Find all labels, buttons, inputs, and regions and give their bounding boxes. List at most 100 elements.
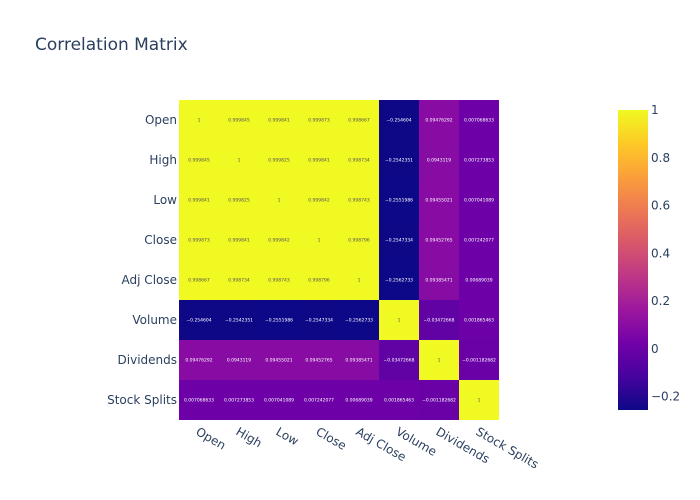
heatmap-cell <box>339 380 379 420</box>
heatmap-cell <box>299 140 339 180</box>
heatmap-cell-label: 0.999842 <box>308 198 330 204</box>
heatmap-cell-label: 0.09455021 <box>425 198 452 204</box>
heatmap-cell <box>299 340 339 380</box>
x-axis-tick-labels: Open High Low Close Adj CloseVolumeDividends… <box>194 424 542 471</box>
y-tick-label: Low <box>153 193 177 207</box>
heatmap-cell-label: 0.999841 <box>268 118 290 124</box>
heatmap-cell <box>299 380 339 420</box>
heatmap-cell <box>459 380 499 420</box>
heatmap-cell <box>259 380 299 420</box>
heatmap-cell-label: 0.09455021 <box>265 358 292 364</box>
heatmap-cell <box>179 100 219 140</box>
colorbar-tick-label: 0.6 <box>651 199 670 213</box>
heatmap-cell <box>259 180 299 220</box>
heatmap-cell-label: −0.2542351 <box>385 158 413 164</box>
colorbar-gradient <box>618 110 648 410</box>
heatmap-cell <box>259 340 299 380</box>
x-tick-label: Open <box>194 424 229 452</box>
heatmap-cell-label: 1 <box>398 318 401 324</box>
heatmap-cell <box>419 300 459 340</box>
heatmap-cell-label: 1 <box>438 358 441 364</box>
heatmap-cell-label: 0.09452765 <box>425 238 452 244</box>
heatmap-cell-label: −0.2562733 <box>385 278 413 284</box>
heatmap-cell <box>459 180 499 220</box>
heatmap-cell-label: 0.999873 <box>188 238 210 244</box>
x-tick-label: Close <box>314 424 349 452</box>
heatmap-cell <box>219 180 259 220</box>
heatmap-cell-label: 0.999873 <box>308 118 330 124</box>
heatmap-cell-label: −0.03472668 <box>424 318 455 324</box>
heatmap-cell <box>419 140 459 180</box>
y-tick-label: Close <box>144 233 177 247</box>
heatmap-cell <box>299 260 339 300</box>
heatmap-cell <box>219 340 259 380</box>
heatmap-cell-label: 0.007242077 <box>464 238 494 244</box>
heatmap-cell-label: 0.007041089 <box>264 398 294 404</box>
heatmap-cell-label: 0.007041089 <box>464 198 494 204</box>
heatmap-cell-labels: 1 0.999845 0.999841 0.999873 0.998667 −0.2546… <box>184 118 496 404</box>
heatmap-cell-label: −0.001182682 <box>422 398 456 404</box>
heatmap-cell <box>459 100 499 140</box>
heatmap-cell <box>339 340 379 380</box>
heatmap-cell-label: 0.00689039 <box>465 278 492 284</box>
heatmap-cell-label: 0.007273853 <box>224 398 254 404</box>
heatmap-cell-label: 0.007068633 <box>464 118 494 124</box>
y-tick-label: High <box>149 153 177 167</box>
heatmap-cell <box>339 300 379 340</box>
heatmap-cell-label: 1 <box>238 158 241 164</box>
heatmap-cell-label: 0.001865463 <box>384 398 414 404</box>
heatmap-cell-label: 0.999841 <box>188 198 210 204</box>
heatmap-cell-label: 0.998743 <box>348 198 370 204</box>
heatmap-cells <box>179 100 499 420</box>
heatmap-cell-label: −0.001182682 <box>462 358 496 364</box>
heatmap-cell-label: 0.007242077 <box>304 398 334 404</box>
heatmap-cell <box>339 180 379 220</box>
heatmap-cell-label: 0.09476292 <box>185 358 212 364</box>
heatmap-cell <box>219 140 259 180</box>
heatmap-cell-label: 0.998734 <box>348 158 370 164</box>
heatmap-cell-label: 0.998667 <box>188 278 210 284</box>
heatmap-cell <box>379 340 419 380</box>
heatmap-cell <box>179 140 219 180</box>
heatmap-cell-label: 0.999845 <box>188 158 210 164</box>
y-tick-label: Stock Splits <box>107 393 177 407</box>
colorbar-tick-label: 1 <box>651 103 659 117</box>
heatmap-cell <box>259 300 299 340</box>
heatmap-cell <box>419 340 459 380</box>
y-axis-tick-labels: Open High Low Close Adj Close Volume Dividends… <box>107 113 177 407</box>
heatmap-cell-label: 0.999841 <box>308 158 330 164</box>
heatmap-cell <box>219 300 259 340</box>
colorbar-tick-label: −0.2 <box>651 390 680 404</box>
heatmap-cell <box>219 100 259 140</box>
heatmap-cell-label: 0.09385471 <box>425 278 452 284</box>
heatmap-cell <box>379 220 419 260</box>
y-tick-label: Volume <box>132 313 177 327</box>
colorbar-tick-label: 0.2 <box>651 294 670 308</box>
heatmap-cell <box>259 100 299 140</box>
heatmap-cell-label: −0.2547334 <box>305 318 333 324</box>
heatmap-cell-label: 0.998796 <box>348 238 370 244</box>
heatmap-cell-label: 1 <box>358 278 361 284</box>
heatmap-cell-label: 0.999825 <box>228 198 250 204</box>
heatmap-cell <box>179 260 219 300</box>
heatmap-cell <box>459 340 499 380</box>
heatmap-cell <box>379 180 419 220</box>
heatmap-cell <box>379 260 419 300</box>
heatmap-cell <box>179 300 219 340</box>
colorbar-tick-label: 0 <box>651 342 659 356</box>
heatmap-cell <box>419 100 459 140</box>
heatmap-cell <box>459 140 499 180</box>
heatmap-cell-label: −0.2547334 <box>385 238 413 244</box>
heatmap-cell-label: −0.03472668 <box>384 358 415 364</box>
heatmap-cell-label: 0.007068633 <box>184 398 214 404</box>
heatmap-cell <box>219 380 259 420</box>
x-tick-label: High <box>234 424 265 450</box>
heatmap-cell <box>219 220 259 260</box>
y-tick-label: Open <box>145 113 177 127</box>
heatmap-cell <box>339 100 379 140</box>
heatmap-cell-label: −0.254604 <box>186 318 211 324</box>
heatmap-cell-label: 0.999825 <box>268 158 290 164</box>
heatmap-cell-label: 1 <box>198 118 201 124</box>
heatmap-cell <box>419 380 459 420</box>
heatmap-cell <box>419 220 459 260</box>
